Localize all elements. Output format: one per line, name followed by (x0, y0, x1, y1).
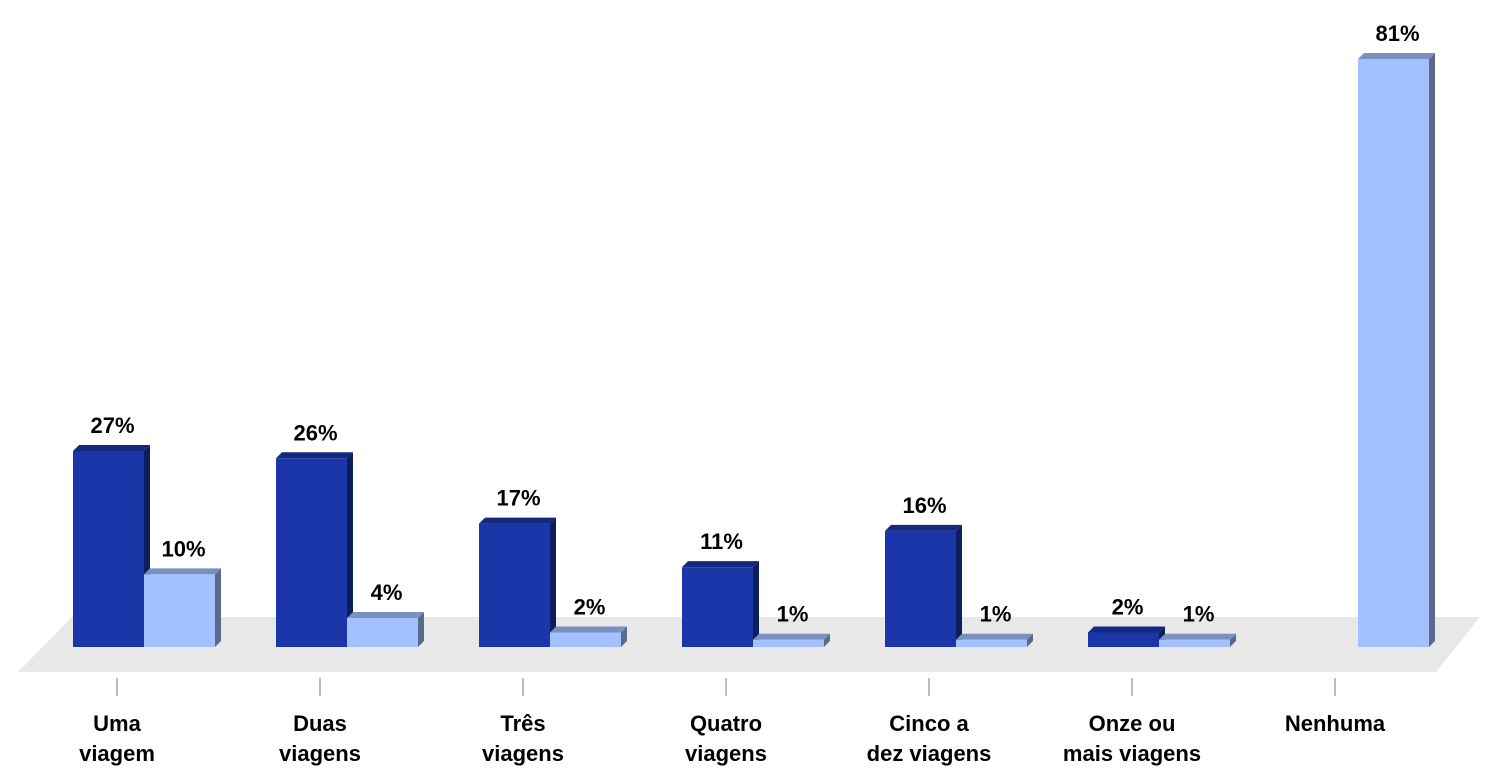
bar-top (144, 568, 221, 575)
axis-ticks (116, 678, 1336, 696)
category-label: Quatro viagens (685, 711, 767, 766)
data-label: 26% (293, 420, 337, 445)
bar-top (1358, 53, 1435, 59)
bar (956, 633, 1033, 647)
bar-top (347, 611, 424, 618)
bar (1358, 53, 1435, 647)
bar (144, 568, 221, 647)
bar-side (550, 517, 556, 647)
bar-front (1088, 632, 1159, 647)
bar (276, 452, 353, 647)
bar-front (73, 451, 144, 647)
bar-side (824, 633, 830, 647)
bar-front (682, 567, 753, 647)
bar-side (956, 524, 962, 647)
data-label: 27% (90, 413, 134, 438)
data-label: 1% (1183, 602, 1215, 627)
bar-top (479, 517, 556, 524)
bar-side (753, 561, 759, 647)
data-label: 10% (161, 536, 205, 561)
bar-top (276, 452, 353, 459)
data-labels-layer: 27% 10% 26% 4% 17% 2% 11% 1% 16% 1% 2% 1% 81% (90, 21, 1419, 627)
bar-top (1088, 626, 1165, 633)
bar-top (1159, 633, 1236, 640)
bar-front (276, 458, 347, 647)
bar (550, 626, 627, 647)
bar-side (1230, 633, 1236, 647)
bar-front (550, 632, 621, 647)
bar-front (753, 639, 824, 647)
data-label: 11% (700, 529, 743, 554)
bar-top (682, 561, 759, 568)
bar (479, 517, 556, 647)
bar-front (479, 523, 550, 647)
data-label: 17% (496, 486, 540, 511)
bar-side (1429, 53, 1435, 647)
bar-side (215, 568, 221, 647)
bar-front (1159, 639, 1230, 647)
bar-front (956, 639, 1027, 647)
bar (73, 445, 150, 647)
bar-top (956, 633, 1033, 640)
bar-top (550, 626, 627, 633)
category-label: Duas viagens (279, 711, 361, 766)
bar-front (1358, 59, 1429, 647)
bar (1159, 633, 1236, 647)
bar-top (753, 633, 830, 640)
data-label: 1% (777, 602, 809, 627)
category-label: Cinco a dez viagens (867, 711, 992, 766)
category-label: Uma viagem (79, 711, 155, 766)
bar-side (621, 626, 627, 647)
category-label: Nenhuma (1285, 711, 1386, 736)
bar-side (1027, 633, 1033, 647)
bar-front (347, 617, 418, 647)
bar-top (73, 445, 150, 451)
bar (885, 524, 962, 647)
data-label: 81% (1375, 21, 1419, 46)
category-label: Onze ou mais viagens (1063, 711, 1201, 766)
bar-side (418, 611, 424, 647)
data-label: 1% (980, 602, 1012, 627)
bar-front (144, 574, 215, 647)
category-labels-layer: Uma viagem Duas viagens Três viagens Quatro via… (79, 711, 1386, 766)
bar (1088, 626, 1165, 647)
bars-layer (73, 53, 1435, 647)
data-label: 2% (574, 594, 606, 619)
bar-top (885, 524, 962, 531)
bar-side (347, 452, 353, 647)
category-label: Três viagens (482, 711, 564, 766)
bar (682, 561, 759, 647)
data-label: 4% (371, 580, 403, 605)
bar (753, 633, 830, 647)
data-label: 16% (902, 493, 946, 518)
bar (347, 611, 424, 647)
data-label: 2% (1112, 594, 1144, 619)
bar-front (885, 530, 956, 647)
